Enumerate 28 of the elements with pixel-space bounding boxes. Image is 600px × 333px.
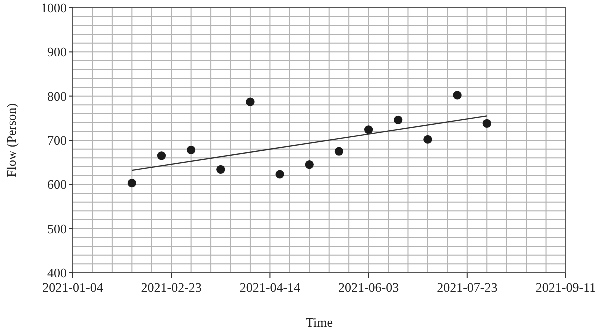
y-tick-label: 700 bbox=[48, 133, 67, 148]
y-tick-label: 900 bbox=[48, 44, 67, 60]
point bbox=[128, 179, 136, 188]
x-tick-label: 2021-06-03 bbox=[338, 280, 400, 295]
y-tick-label: 1000 bbox=[41, 0, 67, 16]
x-axis-title: Time bbox=[306, 315, 334, 330]
point bbox=[482, 119, 492, 128]
y-tick-label: 600 bbox=[48, 177, 67, 192]
x-tick-label: 2021-07-23 bbox=[437, 280, 498, 295]
point bbox=[276, 170, 284, 179]
point bbox=[157, 152, 166, 160]
point bbox=[364, 126, 374, 134]
x-tick-label: 2021-01-04 bbox=[42, 280, 104, 295]
x-tick-label: 2021-09-11 bbox=[536, 280, 596, 295]
point bbox=[394, 116, 403, 124]
point bbox=[424, 135, 432, 144]
y-tick-label: 800 bbox=[48, 88, 67, 104]
x-tick-label: 2021-04-14 bbox=[240, 280, 302, 295]
point bbox=[216, 165, 226, 174]
y-axis-title: Flow (Person) bbox=[4, 103, 19, 178]
point bbox=[453, 91, 462, 100]
y-tick-label: 500 bbox=[48, 221, 67, 236]
point bbox=[187, 146, 196, 155]
point bbox=[305, 160, 314, 170]
point bbox=[246, 98, 255, 106]
point bbox=[334, 147, 344, 156]
y-tick-label: 400 bbox=[48, 266, 67, 280]
x-tick-label: 2021-02-23 bbox=[141, 280, 202, 295]
